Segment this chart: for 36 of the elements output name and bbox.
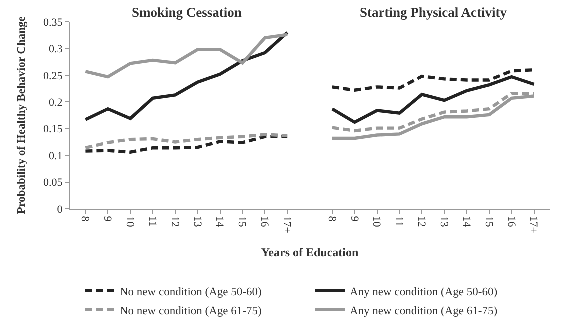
x-tick-label: 16 [258, 216, 271, 228]
x-tick-label: 17+ [528, 216, 540, 234]
text: Starting Physical Activity [360, 5, 508, 20]
y-tick-label: 0.3 [49, 44, 64, 56]
y-tick-label: 0.05 [44, 177, 64, 190]
legend-label: No new condition (Age 50-60) [120, 286, 262, 298]
x-tick-label: 11 [393, 216, 406, 227]
x-axis-title: Years of Education [261, 245, 359, 260]
x-tick-label: 15 [482, 216, 495, 228]
legend-label: No new condition (Age 61-75) [120, 305, 262, 318]
y-tick-label: 0.2 [49, 96, 63, 109]
x-tick-label: 16 [505, 216, 518, 228]
x-tick-label: 8 [79, 216, 92, 222]
y-tick-label: 0.35 [44, 16, 64, 29]
x-tick-label: 12 [168, 216, 181, 228]
x-tick-label: 10 [124, 216, 136, 228]
y-tick-label: 0.25 [44, 70, 64, 82]
x-tick-label: 10 [370, 216, 383, 228]
y-tick-label: 0 [57, 204, 64, 216]
y-tick-label: 0.1 [49, 150, 63, 162]
x-tick-label: 9 [348, 216, 360, 222]
x-tick-label: 14 [214, 216, 226, 228]
x-tick-label: 9 [102, 216, 114, 222]
y-tick-label: 0.15 [44, 124, 64, 136]
x-tick-label: 8 [326, 216, 338, 222]
text: Smoking Cessation [132, 5, 242, 20]
y-axis-title: Probability of Healthy Behavior Change [16, 16, 28, 214]
x-tick-label: 13 [438, 216, 450, 228]
x-tick-label: 15 [236, 216, 248, 228]
x-tick-label: 13 [191, 216, 204, 228]
legend-label: Any new condition (Age 61-75) [350, 305, 498, 318]
legend-label: Any new condition (Age 50-60) [350, 286, 498, 298]
x-tick-label: 11 [146, 216, 158, 227]
x-tick-label: 17+ [280, 216, 293, 234]
x-tick-label: 14 [460, 216, 472, 228]
x-tick-label: 12 [416, 216, 428, 228]
